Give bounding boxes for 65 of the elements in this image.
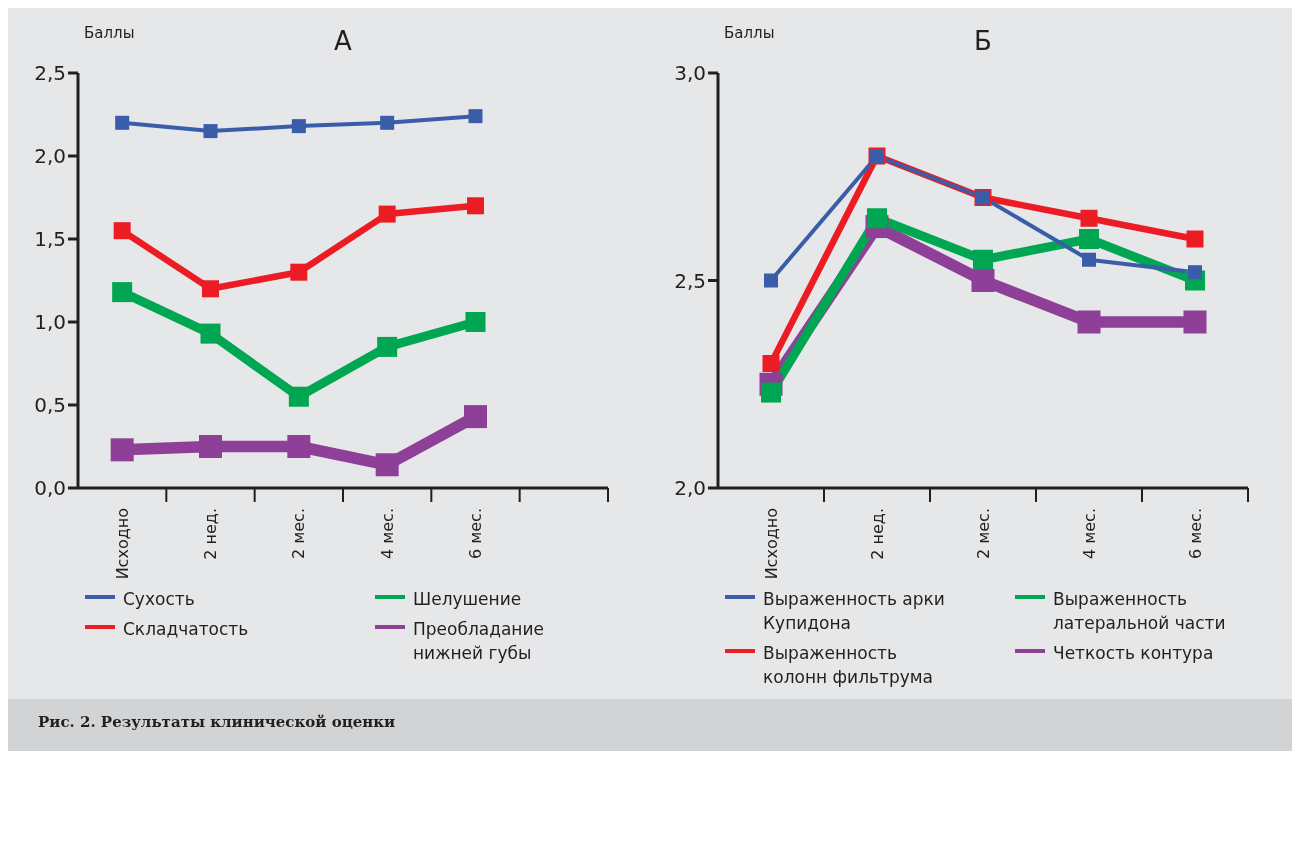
legend-label: Четкость контура <box>1053 642 1215 665</box>
y-tick-label: 0,0 <box>34 476 66 501</box>
point <box>200 323 221 344</box>
x-tick-label: 2 мес. <box>973 508 993 560</box>
point <box>199 435 222 458</box>
point <box>288 386 309 407</box>
y-tick-label: 2,5 <box>674 268 706 293</box>
point <box>378 205 396 223</box>
point <box>761 382 781 403</box>
x-tick-label: 2 нед. <box>867 508 887 560</box>
point <box>290 263 308 281</box>
x-tick-label: 4 мес. <box>377 508 397 560</box>
legend-label: Выраженность колонн фильтрума <box>763 642 935 689</box>
point <box>1186 230 1204 248</box>
y-tick-label: 2,0 <box>674 476 706 501</box>
point <box>203 124 218 139</box>
point <box>764 273 778 288</box>
point <box>202 280 219 298</box>
chart-title: А <box>334 26 352 56</box>
point <box>112 282 133 303</box>
point <box>867 208 887 229</box>
point <box>465 312 486 332</box>
point <box>971 269 995 292</box>
point <box>762 355 780 372</box>
legend-label: Выраженность арки Купидона <box>763 588 946 635</box>
point <box>287 435 311 458</box>
legend-label: Выраженность латеральной части <box>1053 588 1227 635</box>
x-tick-label: Исходно <box>761 508 781 580</box>
legend-label: Складчатость <box>123 618 250 641</box>
y-tick-label: 3,0 <box>674 61 706 86</box>
chart-title: Б <box>974 26 992 56</box>
y-tick-label: 0,5 <box>34 393 66 418</box>
point <box>1082 252 1096 267</box>
x-tick-label: 2 мес. <box>289 508 309 560</box>
x-tick-label: 6 мес. <box>1185 508 1205 560</box>
legend-label: Сухость <box>123 588 196 611</box>
y-tick-label: 2,5 <box>34 61 66 86</box>
point <box>115 115 130 130</box>
legend-label: Преобладание нижней губы <box>413 618 545 665</box>
point <box>1077 310 1101 334</box>
point <box>467 197 484 215</box>
point <box>291 119 306 134</box>
x-tick-label: 2 нед. <box>201 508 220 560</box>
point <box>377 336 398 357</box>
point <box>468 109 483 124</box>
point <box>113 222 131 240</box>
legend-label: Шелушение <box>413 588 523 611</box>
point <box>1183 310 1207 334</box>
x-tick-label: 4 мес. <box>1079 508 1099 560</box>
y-axis-title: Баллы <box>724 24 775 42</box>
point <box>375 453 399 477</box>
x-tick-label: Исходно <box>112 508 132 580</box>
point <box>973 249 993 270</box>
point <box>1188 265 1202 280</box>
point <box>110 438 134 462</box>
text: Рис. 2. Результаты клинической оценки <box>38 713 397 731</box>
point <box>380 115 395 130</box>
y-tick-label: 2,0 <box>34 144 66 169</box>
point <box>464 405 487 429</box>
y-tick-label: 1,0 <box>34 310 66 335</box>
y-tick-label: 1,5 <box>34 227 66 252</box>
y-axis-title: Баллы <box>84 24 135 42</box>
point <box>1080 209 1098 227</box>
point <box>1079 229 1099 249</box>
x-tick-label: 6 мес. <box>466 508 485 560</box>
